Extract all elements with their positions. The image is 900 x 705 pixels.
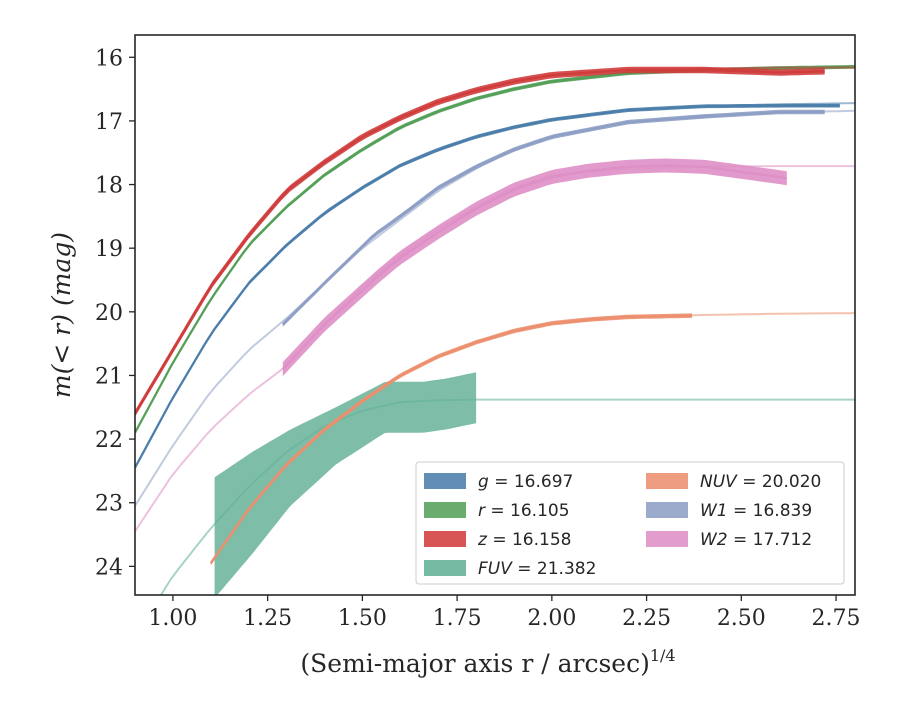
- y-tick-label: 23: [95, 492, 123, 517]
- legend-swatch-W1: [646, 502, 688, 518]
- series-z: [135, 66, 855, 417]
- legend-label-FUV: FUV = 21.382: [478, 559, 596, 579]
- legend-symbol: z: [477, 530, 488, 550]
- legend-value: = 17.712: [728, 530, 813, 550]
- data-line-r: [135, 65, 855, 434]
- x-axis-label-exponent: 1/4: [650, 646, 676, 665]
- x-tick-label: 1.00: [148, 606, 197, 631]
- legend-symbol: W2: [700, 530, 728, 550]
- series-NUV: [209, 312, 855, 566]
- plot-frame: [134, 34, 856, 596]
- x-tick-label: 1.25: [243, 606, 292, 631]
- y-tick-label: 22: [95, 428, 123, 453]
- x-tick-label: 2.75: [812, 606, 861, 631]
- series-g: [135, 102, 855, 470]
- x-tick-label: 2.50: [717, 606, 766, 631]
- y-tick-label: 20: [95, 301, 123, 326]
- data-band-z: [135, 66, 825, 417]
- legend-item-r: r = 16.105: [424, 501, 570, 521]
- y-tick-label: 21: [95, 364, 123, 389]
- data-band-W2: [282, 158, 787, 377]
- data-band-r: [135, 64, 855, 435]
- legend-symbol: NUV: [700, 472, 738, 492]
- data-line-NUV: [209, 314, 693, 564]
- x-tick-label: 1.50: [338, 606, 387, 631]
- legend-value: = 16.839: [728, 501, 813, 521]
- legend-symbol: FUV: [478, 559, 513, 579]
- data-line-z: [135, 68, 825, 415]
- legend-symbol: W1: [700, 501, 728, 521]
- legend-item-z: z = 16.158: [424, 530, 571, 550]
- x-tick-label: 1.75: [433, 606, 482, 631]
- legend-swatch-z: [424, 531, 466, 547]
- x-tick-label: 2.00: [527, 606, 576, 631]
- series-W2: [135, 158, 855, 532]
- y-tick-label: 16: [95, 46, 123, 71]
- legend-box: [415, 461, 845, 585]
- legend-swatch-NUV: [646, 473, 688, 489]
- y-tick-label: 19: [95, 237, 123, 262]
- y-tick-label: 18: [95, 174, 123, 199]
- legend-symbol: r: [478, 501, 486, 521]
- legend-label-NUV: NUV = 20.020: [700, 472, 821, 492]
- axes-layer: 1.00 1.25 1.50 1.75 2.00 2.25 2.50 2.75 16 17 18 19…: [95, 34, 861, 631]
- legend-label-g: g = 16.697: [478, 472, 573, 492]
- x-axis-label-text: (Semi-major axis r / arcsec): [300, 649, 649, 678]
- series-FUV: [159, 372, 855, 595]
- legend-item-FUV: FUV = 21.382: [424, 559, 596, 579]
- x-tick-label: 2.25: [622, 606, 671, 631]
- series-W1: [135, 109, 855, 507]
- x-axis-label: (Semi-major axis r / arcsec)1/4: [300, 646, 675, 678]
- series-r: [135, 64, 855, 435]
- data-line-g: [135, 104, 840, 469]
- legend-item-W2: W2 = 17.712: [646, 530, 812, 550]
- legend-value: = 16.697: [489, 472, 574, 492]
- legend-swatch-FUV: [424, 560, 466, 576]
- legend-swatch-r: [424, 502, 466, 518]
- legend-value: = 16.158: [487, 530, 572, 550]
- legend-item-g: g = 16.697: [424, 472, 573, 492]
- data-band-g: [135, 103, 840, 470]
- legend-label-r: r = 16.105: [478, 501, 570, 521]
- series-layer: [135, 64, 855, 595]
- y-tick-label: 24: [95, 555, 123, 580]
- legend-symbol: g: [478, 472, 489, 492]
- y-axis-label: m(< r) (mag): [47, 232, 76, 398]
- data-line-W1: [282, 110, 825, 326]
- data-band-FUV: [214, 372, 477, 595]
- legend-item-NUV: NUV = 20.020: [646, 472, 821, 492]
- legend-swatch-g: [424, 473, 466, 489]
- legend-item-W1: W1 = 16.839: [646, 501, 812, 521]
- data-line-W2: [281, 164, 787, 370]
- legend-value: = 20.020: [737, 472, 822, 492]
- legend-label-W2: W2 = 17.712: [700, 530, 812, 550]
- y-tick-label: 17: [95, 110, 123, 135]
- legend-value: = 21.382: [512, 559, 597, 579]
- legend-swatch-W2: [646, 531, 688, 547]
- legend-label-W1: W1 = 16.839: [700, 501, 812, 521]
- model-line-r: [135, 65, 855, 434]
- legend-label-z: z = 16.158: [477, 530, 571, 550]
- legend-value: = 16.105: [485, 501, 570, 521]
